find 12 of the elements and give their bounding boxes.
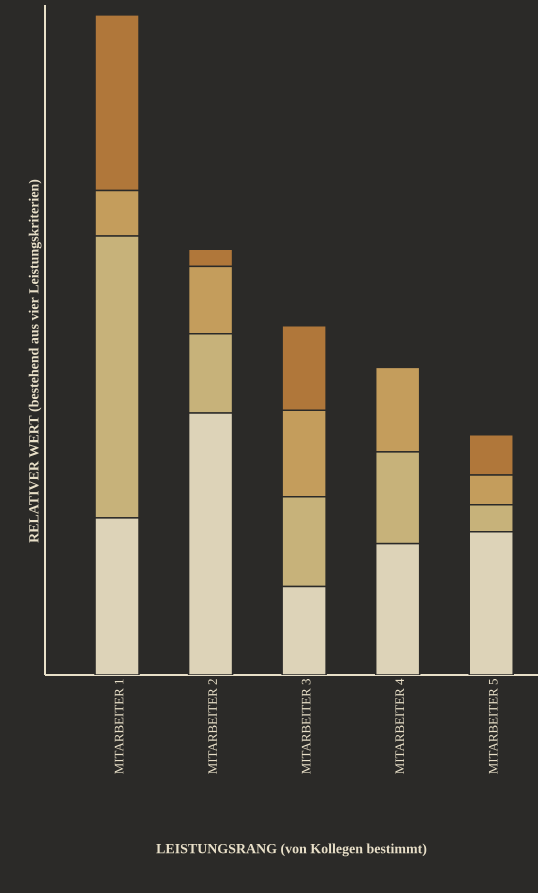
bar (374, 542, 420, 675)
x-axis-title: LEISTUNGSRANG (von Kollegen bestimmt) (156, 844, 426, 856)
y-axis-title: RELATIVER WERT (bestehend aus vier Leistungskriterien) (28, 180, 42, 543)
x-tick-label: MITARBEITER 1 (114, 679, 124, 774)
x-tick-label: MITARBEITER 4 (395, 678, 404, 774)
x-tick-label: MITARBEITER 2 (208, 679, 217, 774)
bar (94, 517, 140, 675)
bar (468, 531, 514, 675)
bar (188, 412, 234, 675)
x-tick-label: MITARBEITER 3 (302, 679, 310, 774)
bar (281, 586, 327, 675)
x-tick-label: MITARBEITER 5 (488, 679, 498, 774)
